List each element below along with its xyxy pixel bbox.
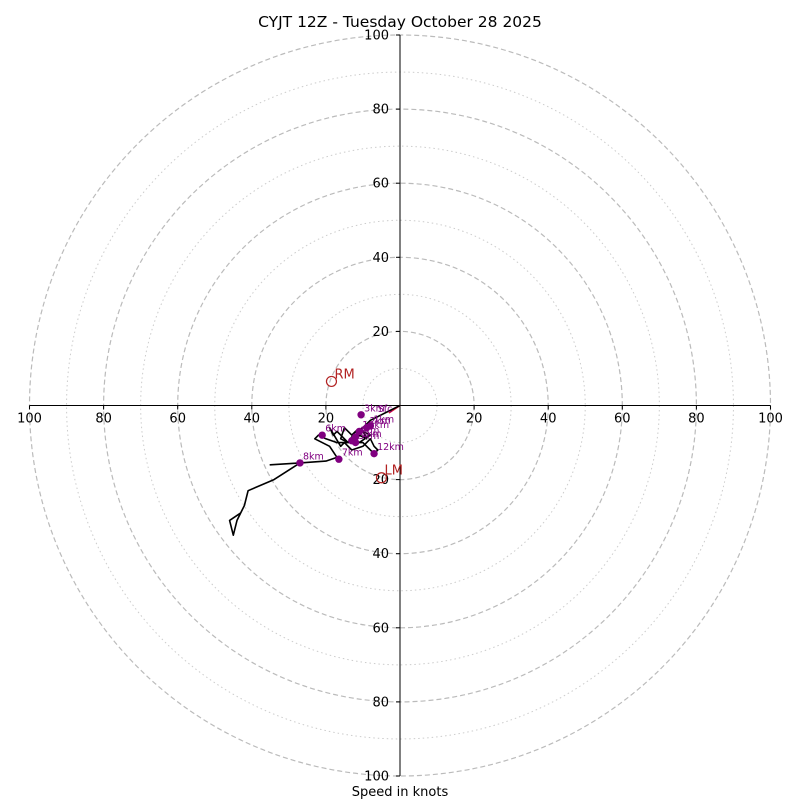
height-marker-10km <box>355 427 363 436</box>
x-axis-label: Speed in knots <box>352 785 449 800</box>
height-label-sfc: Sfc <box>378 404 393 415</box>
x-tick-label-60: 60 <box>614 412 631 427</box>
y-tick-label-80: 80 <box>372 103 389 118</box>
storm-motion-label-rm: RM <box>334 367 354 382</box>
y-tick-label-20: 20 <box>372 325 389 340</box>
y-tick-label-40: 40 <box>372 251 389 266</box>
height-label-4km: 4km <box>359 425 380 436</box>
x-tick-label-neg-100: 100 <box>17 412 42 427</box>
x-tick-label-neg-40: 40 <box>244 412 261 427</box>
height-label-2km: 2km <box>370 416 391 427</box>
chart-title: CYJT 12Z - Tuesday October 28 2025 <box>258 13 542 31</box>
y-tick-label-100: 100 <box>364 29 389 44</box>
y-tick-label-neg-100: 100 <box>364 770 389 785</box>
x-tick-label-100: 100 <box>758 412 783 427</box>
height-marker-8km <box>296 459 304 467</box>
height-marker-11km <box>348 436 356 445</box>
height-label-12km: 12km <box>377 442 404 453</box>
wind-trace-line <box>228 404 401 537</box>
y-tick-label-neg-40: 40 <box>372 547 389 562</box>
storm-motion-markers: RM LM <box>325 367 403 484</box>
wind-trace <box>228 404 401 537</box>
height-label-11km: 11km <box>355 429 382 440</box>
x-tick-label-neg-60: 60 <box>169 412 186 427</box>
y-tick-label-neg-80: 80 <box>372 695 389 710</box>
height-marker-12km <box>370 449 378 458</box>
height-label-6km: 6km <box>325 424 346 435</box>
x-tick-label-80: 80 <box>688 412 705 427</box>
x-tick-label-20: 20 <box>466 412 483 427</box>
height-marker-2km <box>362 424 371 432</box>
storm-motion-marker-lm <box>375 472 388 484</box>
height-label-10km: 10km <box>362 420 389 431</box>
height-label-3km: 3km <box>364 403 385 414</box>
height-marker-3km <box>357 411 365 419</box>
storm-motion-label-lm: LM <box>384 464 402 479</box>
x-tick-label-40: 40 <box>540 412 557 427</box>
x-tick-label-neg-80: 80 <box>95 412 112 427</box>
height-label-5km: 5km <box>359 431 380 442</box>
y-tick-label-neg-60: 60 <box>372 621 389 636</box>
height-marker-7km <box>335 455 343 463</box>
height-label-7km: 7km <box>342 448 363 459</box>
storm-motion-marker-rm <box>325 375 338 388</box>
height-label-8km: 8km <box>303 451 324 462</box>
height-marker-6km <box>318 431 326 439</box>
height-label-1km: 1km <box>373 414 394 425</box>
y-tick-label-60: 60 <box>372 177 389 192</box>
x-tick-label-neg-20: 20 <box>318 412 335 427</box>
